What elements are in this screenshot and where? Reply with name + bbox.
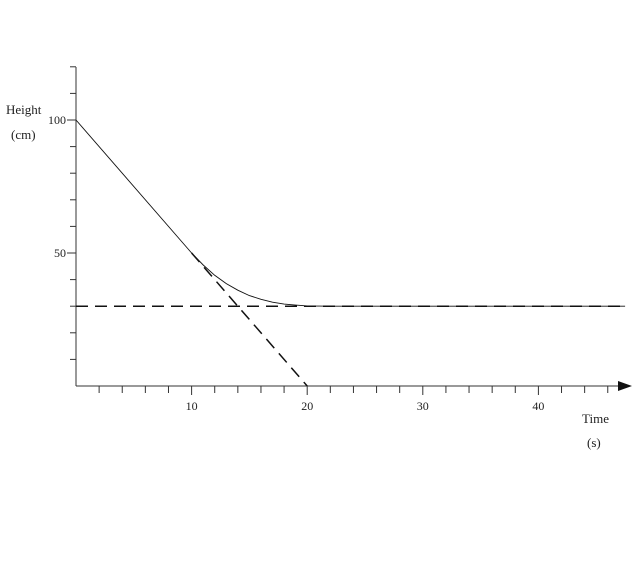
x-tick-label: 40: [532, 399, 544, 413]
y-tick-label: 50: [54, 246, 66, 260]
series-group: [75, 119, 626, 387]
axes: [75, 67, 632, 391]
x-tick-label: 30: [417, 399, 429, 413]
ticks: 10 20 30 40 50 100: [48, 66, 609, 413]
solid-series-line-0: [75, 119, 626, 307]
x-axis-arrowhead: [618, 381, 632, 391]
y-axis-unit-label: (cm): [11, 127, 36, 142]
x-axis-unit-label: (s): [587, 435, 601, 450]
dashed-series-line-2: [191, 252, 308, 387]
x-axis-label: Time: [582, 411, 609, 426]
x-tick-label: 20: [301, 399, 313, 413]
x-tick-label: 10: [186, 399, 198, 413]
y-axis-label: Height: [6, 102, 42, 117]
y-tick-label: 100: [48, 113, 66, 127]
